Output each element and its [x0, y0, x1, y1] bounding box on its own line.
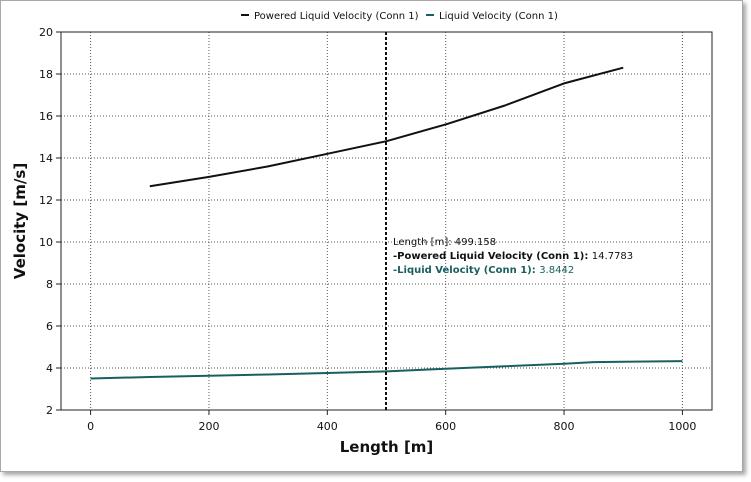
x-axis-title: Length [m] [340, 438, 434, 456]
legend-label-powered: Powered Liquid Velocity (Conn 1) [254, 11, 419, 22]
y-tick-label: 20 [39, 26, 53, 39]
x-tick-label: 400 [317, 420, 338, 433]
x-tick-label: 0 [87, 420, 94, 433]
y-tick-label: 6 [46, 320, 53, 333]
series-line-powered-velocity[interactable] [149, 66, 624, 188]
y-tick-label: 10 [39, 236, 53, 249]
y-tick-label: 12 [39, 194, 53, 207]
legend-label-liquid: Liquid Velocity (Conn 1) [439, 11, 558, 22]
y-tick-label: 18 [39, 68, 53, 81]
y-axis-title: Velocity [m/s] [11, 163, 29, 279]
y-tick-label: 16 [39, 110, 53, 123]
x-tick-label: 600 [435, 420, 456, 433]
cursor-tooltip: Length [m]: 499.158 -Powered Liquid Velo… [393, 237, 633, 276]
tooltip-powered-velocity: -Powered Liquid Velocity (Conn 1): 14.77… [393, 251, 633, 262]
legend: Powered Liquid Velocity (Conn 1) Liquid … [241, 11, 558, 22]
y-tick-label: 2 [46, 404, 53, 417]
y-tick-label: 4 [46, 362, 53, 375]
tooltip-liquid-velocity: -Liquid Velocity (Conn 1): 3.8442 [393, 265, 574, 276]
tooltip-length: Length [m]: 499.158 [393, 237, 496, 248]
x-tick-label: 200 [198, 420, 219, 433]
series-line-liquid-velocity[interactable] [90, 360, 683, 380]
chart-window [0, 0, 743, 472]
x-tick-label: 800 [554, 420, 575, 433]
x-tick-label: 1000 [668, 420, 696, 433]
series-layer [90, 66, 683, 380]
y-tick-label: 14 [39, 152, 53, 165]
axis-ticks: 0 200 400 600 800 1000 2 4 6 8 10 12 14 16 18 20 [39, 26, 696, 433]
y-tick-label: 8 [46, 278, 53, 291]
